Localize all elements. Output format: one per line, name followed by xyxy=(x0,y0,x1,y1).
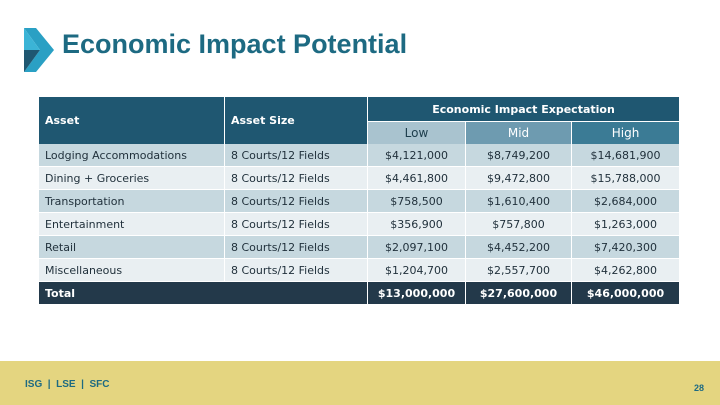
cell-low: $4,121,000 xyxy=(368,144,466,167)
cell-size: 8 Courts/12 Fields xyxy=(225,167,368,190)
header-high: High xyxy=(572,122,681,144)
cell-mid: $2,557,700 xyxy=(466,259,572,282)
page-title: Economic Impact Potential xyxy=(62,29,408,59)
cell-size: 8 Courts/12 Fields xyxy=(225,144,368,167)
economic-impact-table: Asset Asset Size Economic Impact Expecta… xyxy=(39,97,681,304)
cell-mid: $1,610,400 xyxy=(466,190,572,213)
cell-mid: $8,749,200 xyxy=(466,144,572,167)
cell-size: 8 Courts/12 Fields xyxy=(225,259,368,282)
cell-mid: $9,472,800 xyxy=(466,167,572,190)
cell-asset: Lodging Accommodations xyxy=(39,144,225,167)
table-row: Transportation 8 Courts/12 Fields $758,5… xyxy=(39,190,681,213)
cell-asset: Dining + Groceries xyxy=(39,167,225,190)
cell-high: $7,420,300 xyxy=(572,236,681,259)
cell-size: 8 Courts/12 Fields xyxy=(225,190,368,213)
cell-high: $15,788,000 xyxy=(572,167,681,190)
table-row: Miscellaneous 8 Courts/12 Fields $1,204,… xyxy=(39,259,681,282)
header-asset-size: Asset Size xyxy=(225,97,368,144)
cell-low: $4,461,800 xyxy=(368,167,466,190)
total-low: $13,000,000 xyxy=(368,282,466,304)
cell-asset: Entertainment xyxy=(39,213,225,236)
table-row: Entertainment 8 Courts/12 Fields $356,90… xyxy=(39,213,681,236)
total-mid: $27,600,000 xyxy=(466,282,572,304)
cell-low: $758,500 xyxy=(368,190,466,213)
cell-size: 8 Courts/12 Fields xyxy=(225,213,368,236)
total-high: $46,000,000 xyxy=(572,282,681,304)
cell-low: $356,900 xyxy=(368,213,466,236)
table-row: Dining + Groceries 8 Courts/12 Fields $4… xyxy=(39,167,681,190)
header-low: Low xyxy=(368,122,466,144)
cell-mid: $4,452,200 xyxy=(466,236,572,259)
chevron-logo-icon xyxy=(24,28,54,72)
header-mid: Mid xyxy=(466,122,572,144)
footer-band xyxy=(0,361,720,405)
total-label: Total xyxy=(39,282,368,304)
table-row: Lodging Accommodations 8 Courts/12 Field… xyxy=(39,144,681,167)
header-asset: Asset xyxy=(39,97,225,144)
cell-asset: Miscellaneous xyxy=(39,259,225,282)
total-row: Total $13,000,000 $27,600,000 $46,000,00… xyxy=(39,282,681,304)
cell-size: 8 Courts/12 Fields xyxy=(225,236,368,259)
cell-high: $4,262,800 xyxy=(572,259,681,282)
header-economic-impact-expectation: Economic Impact Expectation xyxy=(368,97,681,122)
cell-asset: Transportation xyxy=(39,190,225,213)
table-row: Retail 8 Courts/12 Fields $2,097,100 $4,… xyxy=(39,236,681,259)
cell-low: $2,097,100 xyxy=(368,236,466,259)
page-number: 28 xyxy=(693,383,704,393)
footer-organizations: ISG | LSE | SFC xyxy=(25,379,110,390)
cell-high: $1,263,000 xyxy=(572,213,681,236)
cell-low: $1,204,700 xyxy=(368,259,466,282)
cell-high: $14,681,900 xyxy=(572,144,681,167)
cell-high: $2,684,000 xyxy=(572,190,681,213)
cell-asset: Retail xyxy=(39,236,225,259)
cell-mid: $757,800 xyxy=(466,213,572,236)
